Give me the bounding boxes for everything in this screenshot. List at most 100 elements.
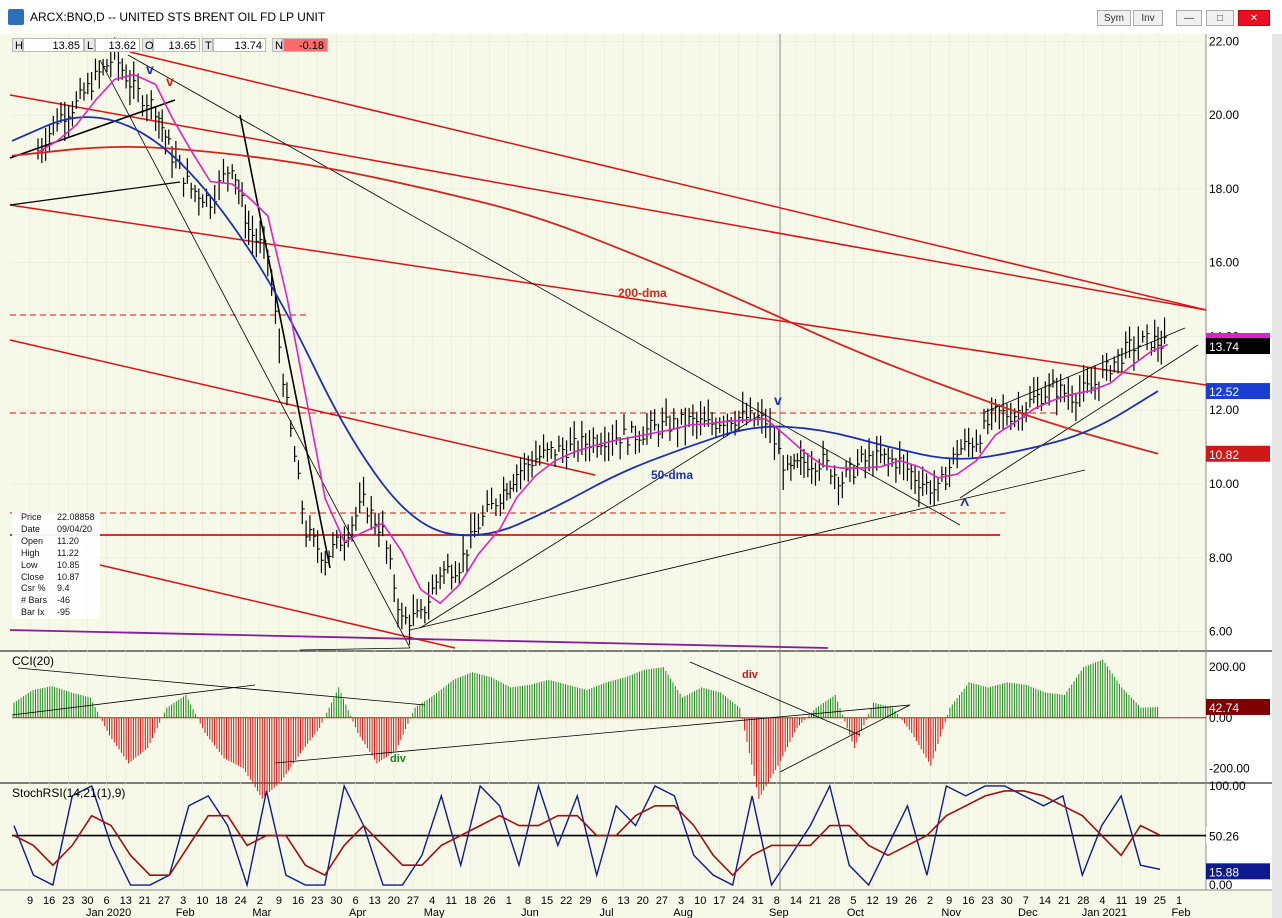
info-key: Close	[21, 571, 45, 582]
cci-div-label-green: div	[390, 753, 407, 765]
info-row: Bar Ix -95	[12, 607, 100, 619]
price-tick-label: 6.00	[1209, 625, 1233, 639]
ohlc-value: 13.74	[213, 38, 266, 52]
info-key: High	[21, 547, 40, 558]
info-value: 10.85	[57, 559, 80, 570]
cci-trendline	[17, 667, 426, 706]
wave-marker-bottom: ^	[960, 497, 969, 514]
x-tick-label: 29	[579, 895, 591, 907]
x-tick-label: 16	[43, 895, 55, 907]
x-tick-label: 24	[235, 895, 247, 907]
cci-trendline	[689, 661, 861, 736]
ma-short-line	[37, 73, 1169, 605]
x-tick-label: 30	[330, 895, 342, 907]
info-row: Open 11.20	[12, 536, 100, 548]
ohlc-key: L	[84, 38, 95, 52]
red-channel-line	[9, 94, 1207, 311]
x-tick-label: 18	[215, 895, 227, 907]
info-key: Low	[21, 559, 38, 570]
y-axis-background	[1206, 34, 1282, 890]
x-tick-label: 6	[601, 895, 607, 907]
info-key: Csr %	[21, 583, 46, 594]
x-tick-label: 3	[678, 895, 684, 907]
ohlc-key: H	[12, 38, 23, 52]
x-tick-label: 12	[866, 895, 878, 907]
ohlc-key: T	[202, 38, 213, 52]
x-tick-label: 21	[1058, 895, 1070, 907]
moving-averages	[11, 73, 1169, 605]
x-tick-label: 8	[774, 895, 780, 907]
info-row: Close 10.87	[12, 572, 100, 584]
ma-200-badge: 10.82	[1209, 448, 1239, 462]
x-tick-label: 6	[104, 895, 110, 907]
info-value: 09/04/20	[57, 523, 93, 534]
x-tick-label: 28	[1077, 895, 1089, 907]
info-key: # Bars	[21, 595, 48, 606]
restore-icon[interactable]: □	[1206, 10, 1234, 26]
stoch-slow-badge-bg	[1206, 827, 1270, 844]
black-trendline	[9, 181, 181, 206]
cci-trendline	[779, 704, 911, 773]
scrollbar-track	[1272, 34, 1282, 918]
x-tick-label: 20	[637, 895, 649, 907]
red-channel-line	[9, 204, 1207, 386]
price-tick-label: 16.00	[1209, 256, 1239, 270]
x-tick-label: 23	[62, 895, 74, 907]
x-tick-label: 5	[850, 895, 856, 907]
x-tick-label: 27	[407, 895, 419, 907]
info-value: 22.08858	[57, 512, 95, 522]
cci-div-label-red: div	[742, 669, 759, 681]
cci-panel-title: CCI(20)	[12, 654, 54, 668]
app-chart-icon	[8, 9, 24, 25]
trendlines	[9, 51, 1207, 651]
cursor-info-panel: Price 22.08858 Date 09/04/20 Open 11.20 High 11…	[12, 512, 100, 620]
stoch-tick-label: 100.00	[1209, 779, 1246, 793]
symbol-link-button[interactable]: Sym	[1097, 10, 1131, 26]
x-tick-label: 4	[429, 895, 435, 907]
red-channel-line	[99, 564, 456, 649]
x-tick-label: 28	[828, 895, 840, 907]
x-tick-label: 13	[120, 895, 132, 907]
price-tick-label: 8.00	[1209, 551, 1233, 565]
month-label: Jan 2020	[86, 907, 131, 918]
month-label: Apr	[349, 907, 366, 918]
x-tick-label: 30	[81, 895, 93, 907]
info-value: -46	[57, 595, 71, 606]
close-icon[interactable]: ✕	[1238, 10, 1270, 26]
minimize-icon[interactable]: —	[1176, 10, 1202, 26]
stoch-slow-badge: 50.26	[1209, 829, 1239, 843]
x-tick-label: 2	[927, 895, 933, 907]
month-label: Jul	[599, 907, 613, 918]
chart-canvas[interactable]: 22.0020.0018.0016.0014.0012.0010.008.006…	[0, 34, 1282, 918]
x-tick-label: 21	[809, 895, 821, 907]
purple-base-line	[9, 629, 829, 649]
ma-50-badge: 12.52	[1209, 385, 1239, 399]
ohlc-value: -0.18	[283, 38, 328, 52]
cci-histogram	[11, 659, 1206, 799]
price-tick-label: 18.00	[1209, 182, 1239, 196]
x-tick-label: 10	[196, 895, 208, 907]
price-tick-label: 20.00	[1209, 108, 1239, 122]
x-tick-label: 8	[525, 895, 531, 907]
stoch-tick-label: 0.00	[1209, 878, 1233, 892]
x-tick-label: 19	[1135, 895, 1147, 907]
x-tick-label: 18	[464, 895, 476, 907]
ohlc-value: 13.65	[153, 38, 200, 52]
x-tick-label: 7	[1023, 895, 1029, 907]
x-tick-label: 6	[352, 895, 358, 907]
black-trendline	[299, 647, 411, 651]
chart-background	[0, 34, 1282, 918]
x-tick-label: 16	[292, 895, 304, 907]
chart-labels: CCI(20) StochRSI(14,21(1),9) 200-dma 50-dma…	[12, 61, 969, 800]
x-tick-label: 10	[694, 895, 706, 907]
ohlc-value: 13.62	[95, 38, 140, 52]
x-tick-label: 30	[1001, 895, 1013, 907]
month-label: Feb	[1172, 907, 1191, 918]
ma-200-line	[11, 145, 1159, 455]
price-tick-label: 12.00	[1209, 403, 1239, 417]
x-tick-label: 14	[790, 895, 802, 907]
wave-marker-red: v	[166, 73, 174, 89]
info-value: 9.4	[57, 583, 70, 594]
info-row: Csr % 9.4	[12, 583, 100, 595]
invert-button[interactable]: Inv	[1133, 10, 1163, 26]
